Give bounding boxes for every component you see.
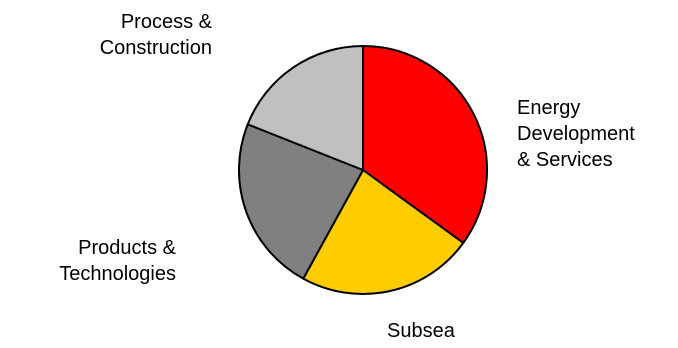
- pie-slice-label-line: Process &: [121, 11, 213, 33]
- pie-slice-label-line: & Services: [517, 149, 613, 171]
- pie-slice-label-line: Development: [517, 123, 635, 145]
- pie-labels: Energy Development & Services Subsea Product…: [59, 11, 635, 342]
- pie-slice-label-1: Subsea: [387, 320, 456, 342]
- pie-slices: [238, 45, 488, 296]
- pie-slice-label-line: Technologies: [59, 263, 176, 285]
- pie-slice-label-2: Products & Technologies: [59, 237, 176, 285]
- pie-slice-3: [246, 45, 364, 171]
- pie-slice-2: [238, 123, 364, 280]
- pie-slice-0: [362, 45, 488, 244]
- pie-slice-label-line: Subsea: [387, 320, 456, 342]
- pie-slice-label-line: Products &: [78, 237, 176, 259]
- pie-slice-label-3: Process & Construction: [100, 11, 213, 59]
- pie-slice-label-line: Energy: [517, 97, 580, 119]
- pie-slice-1: [302, 169, 465, 296]
- pie-slice-label-0: Energy Development & Services: [517, 97, 635, 171]
- pie-slice-label-line: Construction: [100, 37, 212, 59]
